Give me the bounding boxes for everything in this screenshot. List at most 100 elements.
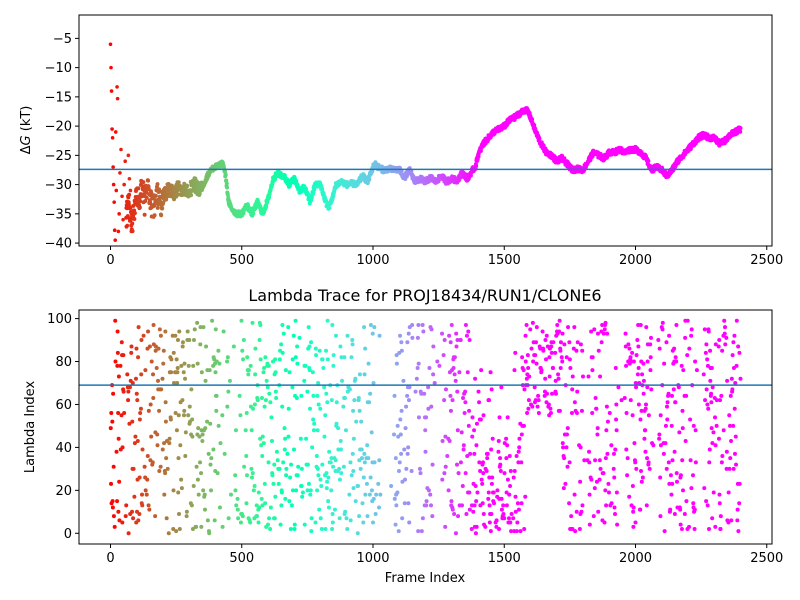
lambda-point xyxy=(589,477,594,482)
lambda-point xyxy=(634,385,639,390)
lambda-point xyxy=(710,385,715,390)
lambda-point xyxy=(733,434,738,439)
lambda-point xyxy=(153,348,158,353)
lambda-point xyxy=(423,428,428,433)
lambda-point xyxy=(577,526,582,531)
lambda-point xyxy=(599,340,604,345)
lambda-point xyxy=(466,329,471,334)
lambda-point xyxy=(558,340,563,345)
lambda-point xyxy=(716,344,721,349)
lambda-point xyxy=(108,426,113,431)
lambda-point xyxy=(452,511,457,516)
lambda-point xyxy=(691,501,696,506)
lambda-point xyxy=(727,413,732,418)
lambda-point xyxy=(168,417,173,422)
lambda-point xyxy=(130,419,135,424)
lambda-point xyxy=(521,423,526,428)
lambda-point xyxy=(324,486,329,491)
lambda-point xyxy=(598,374,603,379)
lambda-point xyxy=(359,419,364,424)
lambda-point xyxy=(735,507,740,512)
lambda-point xyxy=(732,333,737,338)
lambda-point xyxy=(343,428,348,433)
lambda-point xyxy=(501,503,506,508)
lambda-point xyxy=(341,464,346,469)
lambda-point xyxy=(728,423,732,428)
y-tick-label: 20 xyxy=(55,484,72,499)
lambda-point xyxy=(472,428,477,433)
lambda-point xyxy=(159,387,164,392)
lambda-point xyxy=(722,331,727,336)
lambda-point xyxy=(660,327,665,332)
lambda-point xyxy=(470,415,475,420)
lambda-point xyxy=(520,355,525,360)
lambda-point xyxy=(373,511,378,516)
lambda-point xyxy=(323,413,328,418)
lambda-point xyxy=(251,406,256,411)
lambda-point xyxy=(515,501,520,506)
lambda-point xyxy=(298,436,303,441)
lambda-point xyxy=(213,327,218,332)
lambda-point xyxy=(268,526,273,531)
lambda-point xyxy=(350,342,355,347)
lambda-point xyxy=(122,411,127,416)
lambda-point xyxy=(337,477,342,482)
lambda-point xyxy=(337,516,342,521)
lambda-point xyxy=(203,426,208,431)
lambda-point xyxy=(487,520,492,525)
lambda-point xyxy=(658,475,663,480)
lambda-point xyxy=(116,411,121,416)
lambda-point xyxy=(348,460,353,465)
lambda-point xyxy=(249,428,254,433)
lambda-point xyxy=(458,460,463,465)
delta-g-point xyxy=(185,183,190,188)
lambda-point xyxy=(706,329,711,334)
lambda-point xyxy=(264,378,269,383)
lambda-point xyxy=(463,400,468,405)
lambda-point xyxy=(273,494,278,499)
lambda-point xyxy=(320,357,325,362)
lambda-point xyxy=(639,469,644,474)
lambda-point xyxy=(536,393,541,398)
lambda-point xyxy=(231,344,236,349)
lambda-point xyxy=(609,501,614,506)
lambda-point xyxy=(211,447,216,452)
lambda-point xyxy=(402,501,407,506)
lambda-point xyxy=(257,338,262,343)
lambda-point xyxy=(317,507,322,512)
delta-g-point xyxy=(476,154,481,159)
lambda-point xyxy=(309,529,314,534)
lambda-point xyxy=(225,359,230,364)
lambda-point xyxy=(249,475,254,480)
lambda-point xyxy=(311,428,316,433)
lambda-point xyxy=(163,419,168,424)
delta-g-point xyxy=(474,163,479,168)
lambda-point xyxy=(214,393,219,398)
lambda-point xyxy=(471,509,476,514)
lambda-point xyxy=(277,357,282,362)
lambda-point xyxy=(522,387,527,392)
lambda-point xyxy=(269,438,274,443)
lambda-point xyxy=(248,363,253,368)
lambda-point xyxy=(424,499,429,504)
lambda-point xyxy=(324,391,329,396)
lambda-point xyxy=(440,477,445,482)
lambda-point xyxy=(241,357,246,362)
lambda-point xyxy=(235,496,240,501)
lambda-point xyxy=(587,460,592,465)
lambda-point xyxy=(651,443,656,448)
lambda-point xyxy=(272,462,277,467)
lambda-point xyxy=(356,484,361,489)
lambda-point xyxy=(309,340,314,345)
lambda-point xyxy=(603,488,608,493)
lambda-point xyxy=(297,335,302,340)
lambda-point xyxy=(607,411,612,416)
lambda-point xyxy=(138,406,143,411)
lambda-point xyxy=(287,499,292,504)
lambda-point xyxy=(196,426,201,431)
lambda-point xyxy=(603,456,608,461)
lambda-point xyxy=(315,393,320,398)
lambda-point xyxy=(228,492,233,497)
lambda-point xyxy=(246,372,251,377)
lambda-point xyxy=(467,408,472,413)
